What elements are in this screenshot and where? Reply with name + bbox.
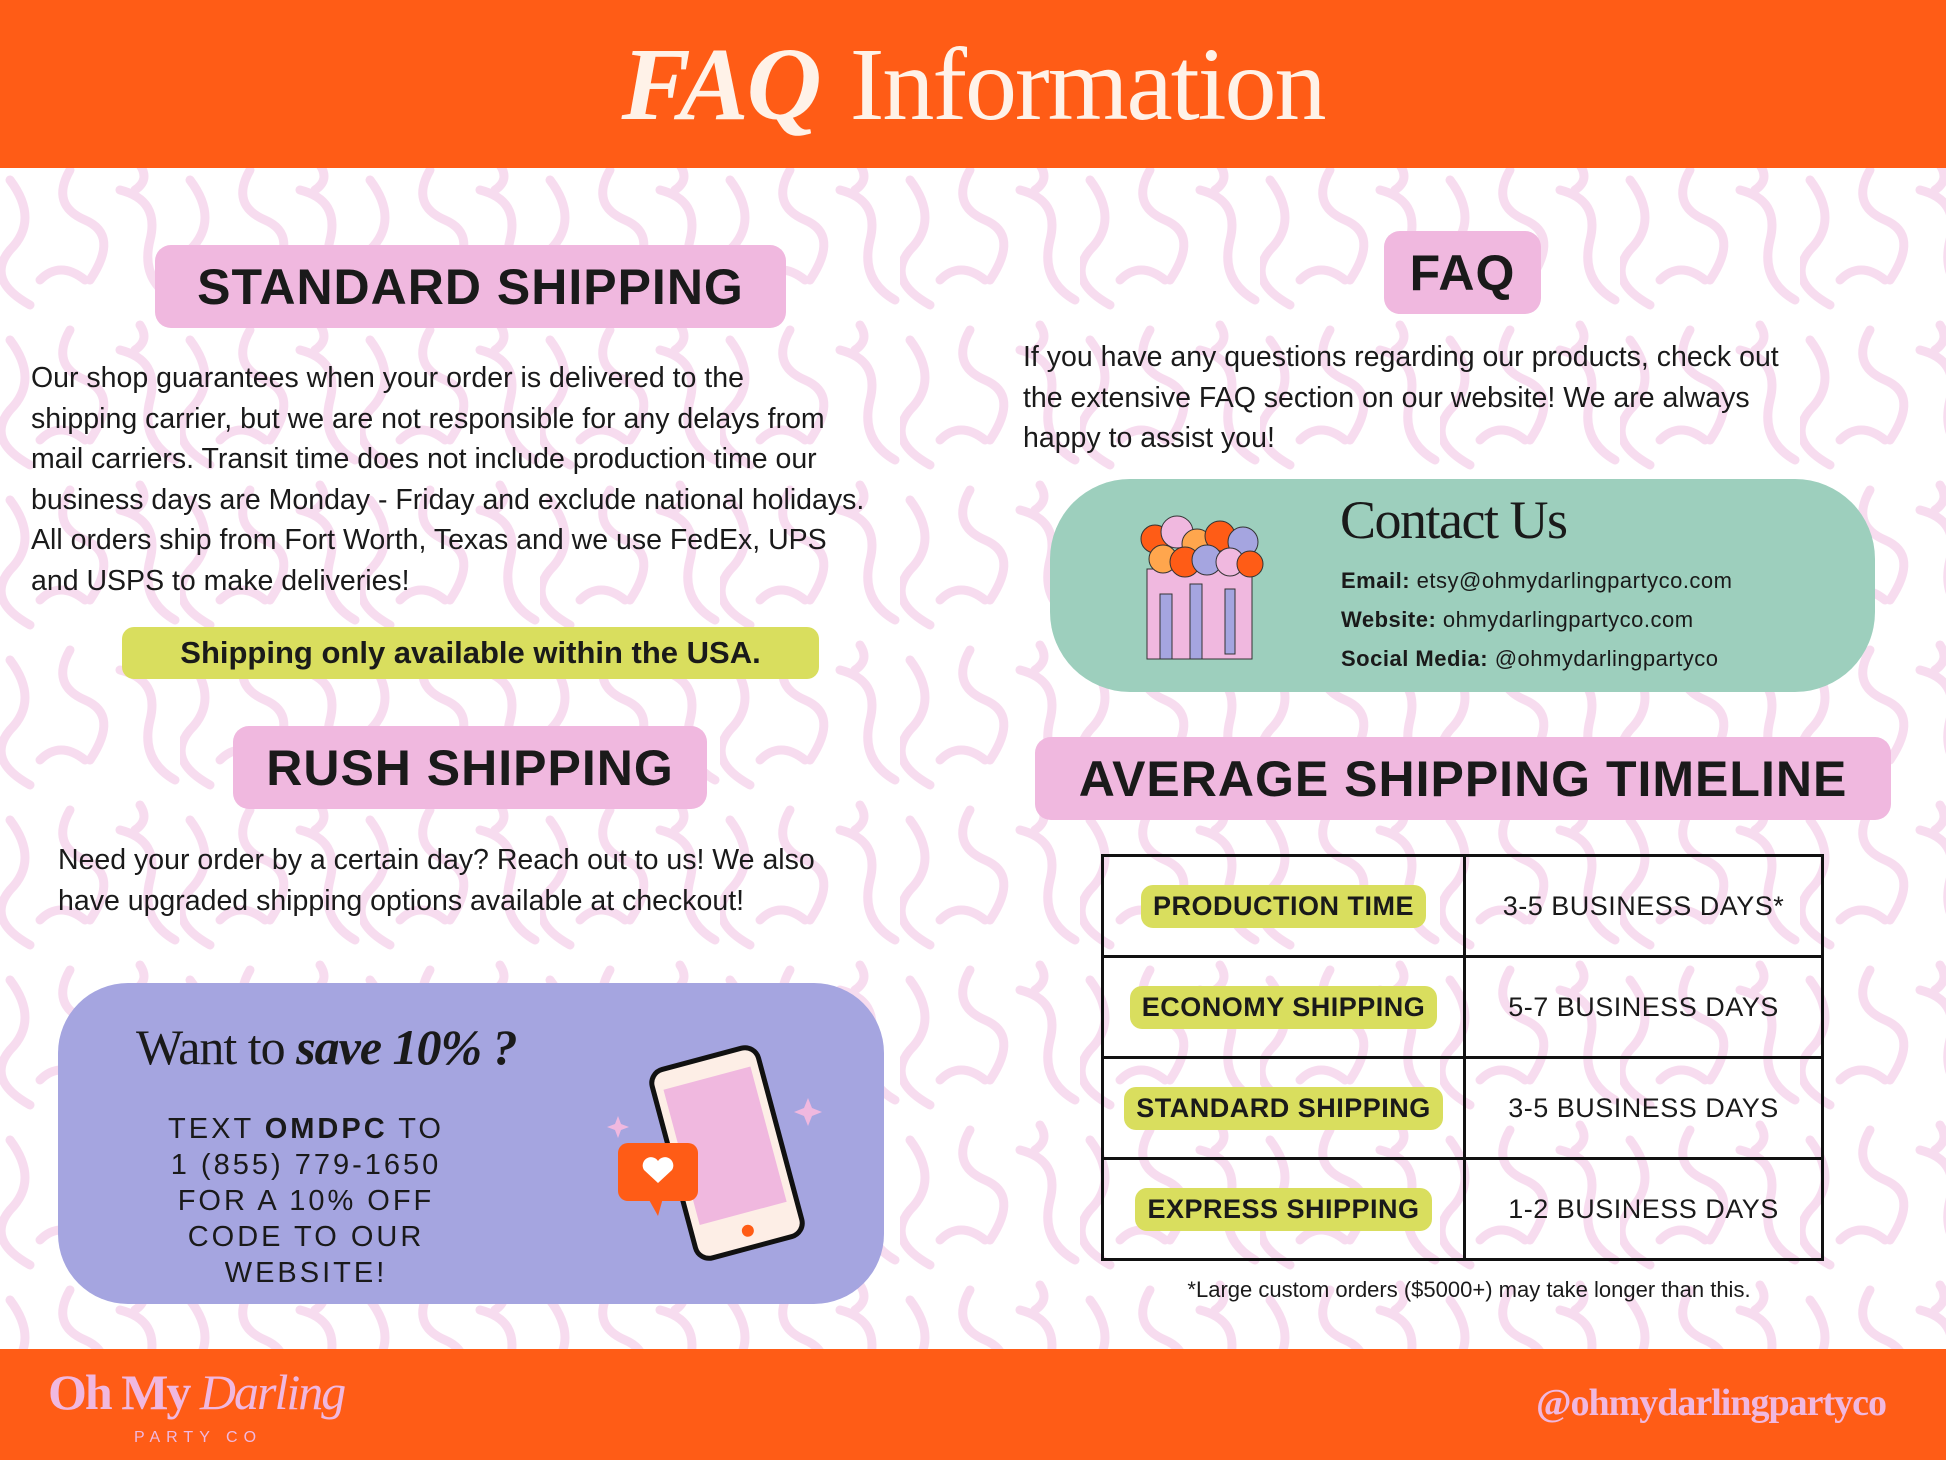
- row-label: EXPRESS SHIPPING: [1135, 1187, 1432, 1231]
- table-row: STANDARD SHIPPING 3-5 BUSINESS DAYS: [1101, 1056, 1824, 1160]
- contact-email: Email: etsy@ohmydarlingpartyco.com: [1341, 561, 1733, 600]
- usa-only-note: Shipping only available within the USA.: [122, 627, 819, 679]
- faq-text: If you have any questions regarding our …: [1023, 337, 1779, 459]
- footer-handle[interactable]: @ohmydarlingpartyco: [1536, 1382, 1887, 1424]
- faq-heading: FAQ: [1384, 231, 1541, 314]
- text-line: All orders ship from Fort Worth, Texas a…: [31, 524, 827, 556]
- text: TEXT: [168, 1113, 265, 1145]
- promo-box: Want to save 10% ? TEXT OMDPC TO 1 (855)…: [58, 983, 884, 1304]
- contact-social: Social Media: @ohmydarlingpartyco: [1341, 639, 1733, 678]
- rush-shipping-heading: RUSH SHIPPING: [233, 726, 707, 809]
- header-title-italic: FAQ: [621, 26, 821, 142]
- text-line: business days are Monday - Friday and ex…: [31, 483, 865, 516]
- row-value: 1-2 BUSINESS DAYS: [1463, 1157, 1824, 1261]
- promo-heading-bold: save 10% ?: [296, 1019, 517, 1075]
- rush-shipping-text: Need your order by a certain day? Reach …: [58, 840, 815, 921]
- text-line: mail carriers. Transit time does not inc…: [31, 443, 817, 475]
- promo-code: OMDPC: [264, 1113, 388, 1145]
- text-line: Need your order by a certain day? Reach …: [58, 844, 815, 876]
- text-line: have upgraded shipping options available…: [58, 884, 745, 917]
- text: FOR A 10% OFF: [177, 1185, 435, 1217]
- row-value: 3-5 BUSINESS DAYS*: [1463, 854, 1824, 958]
- logo-bold: Oh My: [48, 1364, 191, 1420]
- row-label: STANDARD SHIPPING: [1124, 1086, 1443, 1130]
- page-header: FAQ Information: [0, 0, 1946, 168]
- text: TO: [387, 1113, 444, 1145]
- timeline-heading: AVERAGE SHIPPING TIMELINE: [1035, 737, 1891, 820]
- header-title: Information: [849, 26, 1327, 142]
- text-line: the extensive FAQ section on our website…: [1023, 381, 1750, 414]
- shipping-timeline-table: PRODUCTION TIME 3-5 BUSINESS DAYS* ECONOM…: [1101, 854, 1824, 1261]
- contact-title: Contact Us: [1340, 490, 1568, 550]
- social-link[interactable]: @ohmydarlingpartyco: [1494, 646, 1719, 671]
- row-value: 5-7 BUSINESS DAYS: [1463, 955, 1824, 1059]
- email-link[interactable]: etsy@ohmydarlingpartyco.com: [1416, 568, 1733, 593]
- row-label: ECONOMY SHIPPING: [1129, 985, 1438, 1029]
- text-line: If you have any questions regarding our …: [1023, 341, 1779, 373]
- promo-heading-plain: Want to: [136, 1019, 297, 1075]
- balloon-garland-icon: [1140, 515, 1264, 660]
- contact-box: Contact Us Email: etsy@ohmydarlingpartyc…: [1050, 479, 1875, 692]
- standard-shipping-heading: STANDARD SHIPPING: [155, 245, 786, 328]
- page-footer: Oh My Darling PARTY CO @ohmydarlingparty…: [0, 1349, 1946, 1460]
- row-value: 3-5 BUSINESS DAYS: [1463, 1056, 1824, 1160]
- label: Website:: [1341, 607, 1437, 632]
- row-label: PRODUCTION TIME: [1141, 884, 1426, 928]
- label: Email:: [1341, 568, 1411, 593]
- label: Social Media:: [1341, 646, 1489, 671]
- promo-phone: 1 (855) 779-1650: [170, 1149, 442, 1181]
- logo-subtitle: PARTY CO: [134, 1429, 263, 1446]
- contact-details: Email: etsy@ohmydarlingpartyco.com Websi…: [1341, 561, 1733, 678]
- text-line: Our shop guarantees when your order is d…: [31, 362, 744, 394]
- promo-text: TEXT OMDPC TO 1 (855) 779-1650 FOR A 10%…: [136, 1111, 476, 1291]
- table-row: PRODUCTION TIME 3-5 BUSINESS DAYS*: [1101, 854, 1824, 958]
- table-row: EXPRESS SHIPPING 1-2 BUSINESS DAYS: [1101, 1157, 1824, 1261]
- logo-italic: Darling: [199, 1364, 346, 1420]
- text-line: and USPS to make deliveries!: [31, 564, 410, 597]
- website-link[interactable]: ohmydarlingpartyco.com: [1442, 607, 1694, 632]
- standard-shipping-text: Our shop guarantees when your order is d…: [31, 358, 864, 601]
- contact-website: Website: ohmydarlingpartyco.com: [1341, 600, 1733, 639]
- text: CODE TO OUR WEBSITE!: [187, 1221, 425, 1289]
- text-line: happy to assist you!: [1023, 422, 1275, 454]
- timeline-footnote: *Large custom orders ($5000+) may take l…: [1187, 1277, 1751, 1302]
- phone-heart-icon: [607, 1045, 822, 1261]
- table-row: ECONOMY SHIPPING 5-7 BUSINESS DAYS: [1101, 955, 1824, 1059]
- text-line: shipping carrier, but we are not respons…: [31, 402, 825, 435]
- brand-logo: Oh My Darling: [48, 1363, 346, 1421]
- promo-heading: Want to save 10% ?: [136, 1018, 518, 1076]
